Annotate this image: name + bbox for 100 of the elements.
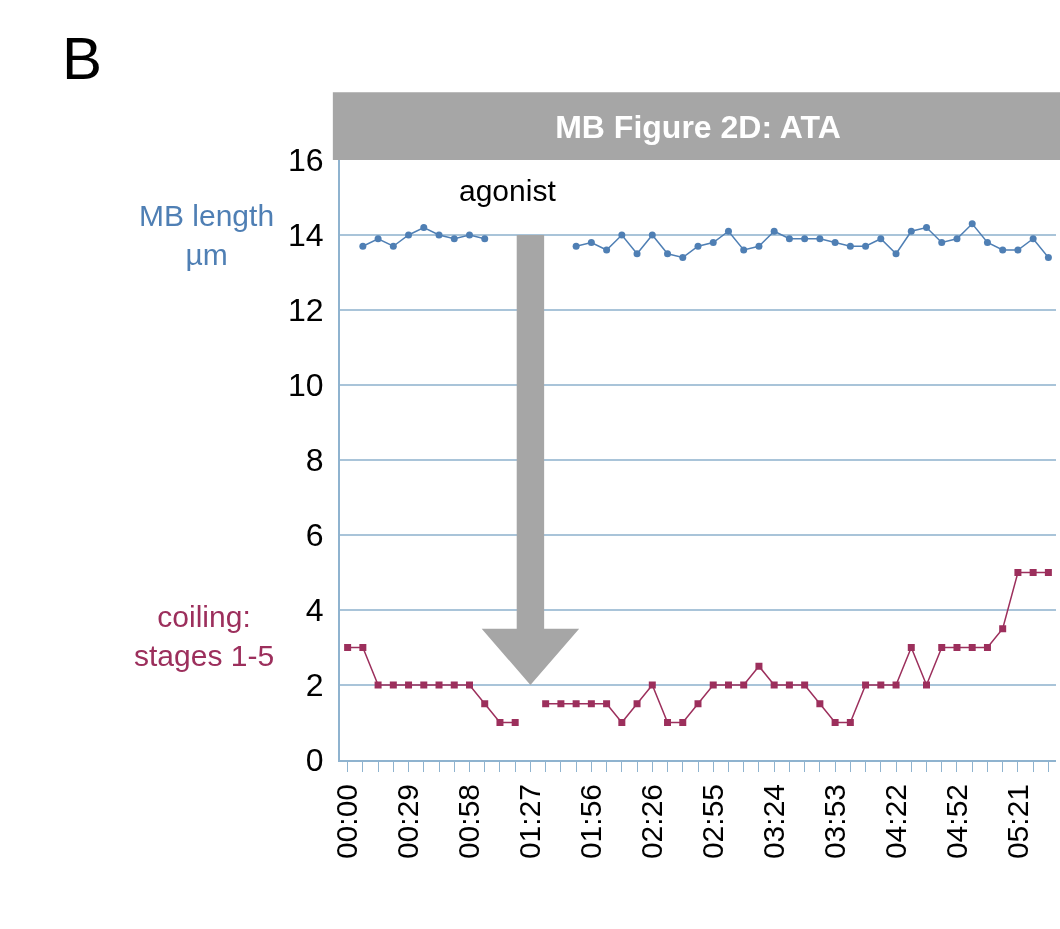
point xyxy=(907,227,915,235)
point xyxy=(359,644,367,651)
point xyxy=(831,719,839,726)
x-tick-label: 04:22 xyxy=(878,784,912,860)
point xyxy=(1044,569,1052,576)
point xyxy=(938,239,946,246)
point xyxy=(1014,246,1022,254)
y-tick-label: 4 xyxy=(305,592,324,629)
text: MB length µm xyxy=(139,199,275,271)
point xyxy=(1014,569,1022,576)
point xyxy=(481,700,489,708)
point xyxy=(359,242,367,250)
point xyxy=(740,681,748,689)
point xyxy=(740,246,748,254)
point xyxy=(846,242,854,250)
point xyxy=(953,644,961,651)
point xyxy=(709,681,717,689)
y-tick-label: 10 xyxy=(288,367,324,404)
x-tick-label: 04:52 xyxy=(939,784,973,860)
chart-title: MB Figure 2D: ATA xyxy=(555,109,841,146)
point xyxy=(801,235,809,243)
point xyxy=(724,681,732,689)
point xyxy=(374,681,382,689)
y-tick-label: 14 xyxy=(288,217,324,254)
point xyxy=(618,719,626,726)
x-tick-label: 02:26 xyxy=(635,784,669,860)
point xyxy=(587,239,595,246)
y-tick-label: 8 xyxy=(305,442,324,479)
point xyxy=(648,681,656,689)
point xyxy=(435,231,443,239)
point xyxy=(511,719,519,726)
y-tick-label: 6 xyxy=(305,517,324,554)
y-tick-label: 0 xyxy=(305,742,324,779)
point xyxy=(344,644,352,651)
point xyxy=(481,235,489,243)
y-tick-label: 16 xyxy=(288,142,324,179)
x-tick-label: 01:56 xyxy=(574,784,608,860)
point xyxy=(785,235,793,243)
point xyxy=(892,250,900,258)
point xyxy=(755,242,763,250)
point xyxy=(633,700,641,708)
point xyxy=(862,242,870,250)
x-tick-label: 00:00 xyxy=(330,784,364,860)
x-tick-label: 05:21 xyxy=(1000,784,1034,860)
point xyxy=(664,719,672,726)
point xyxy=(587,700,595,708)
point xyxy=(953,235,961,243)
point xyxy=(496,719,504,726)
point xyxy=(405,231,413,239)
point xyxy=(465,231,473,239)
point xyxy=(709,239,717,246)
point xyxy=(877,681,885,689)
point xyxy=(983,644,991,651)
point xyxy=(846,719,854,726)
point xyxy=(724,227,732,235)
y-tick-label: 2 xyxy=(305,667,324,704)
point xyxy=(664,250,672,258)
point xyxy=(450,235,458,243)
text: B xyxy=(62,25,103,92)
point xyxy=(450,681,458,689)
point xyxy=(816,700,824,708)
point xyxy=(801,681,809,689)
point xyxy=(389,681,397,689)
point xyxy=(755,662,763,670)
x-tick-label: 01:27 xyxy=(513,784,547,860)
point xyxy=(435,681,443,689)
x-tick-label: 00:58 xyxy=(452,784,486,860)
x-tick-label: 00:29 xyxy=(391,784,425,860)
point xyxy=(465,681,473,689)
point xyxy=(999,246,1007,254)
point xyxy=(648,231,656,239)
point xyxy=(877,235,885,243)
point xyxy=(816,235,824,243)
point xyxy=(968,644,976,651)
point xyxy=(770,227,778,235)
point xyxy=(1029,569,1037,576)
point xyxy=(572,700,580,708)
point xyxy=(679,254,687,261)
x-tick-label: 03:53 xyxy=(817,784,851,860)
point xyxy=(907,644,915,651)
point xyxy=(633,250,641,258)
point xyxy=(420,681,428,689)
point xyxy=(938,644,946,651)
point xyxy=(542,700,550,708)
point xyxy=(983,239,991,246)
point xyxy=(770,681,778,689)
point xyxy=(1044,254,1052,261)
point xyxy=(968,220,976,228)
point xyxy=(923,224,931,231)
text: coiling: stages 1-5 xyxy=(134,600,275,672)
annotation: agonist xyxy=(459,174,557,207)
point xyxy=(374,235,382,243)
point xyxy=(389,242,397,250)
x-tick-label: 03:24 xyxy=(756,784,790,860)
point xyxy=(557,700,565,708)
point xyxy=(603,246,611,254)
point xyxy=(785,681,793,689)
point xyxy=(694,700,702,708)
point xyxy=(405,681,413,689)
point xyxy=(923,681,931,689)
